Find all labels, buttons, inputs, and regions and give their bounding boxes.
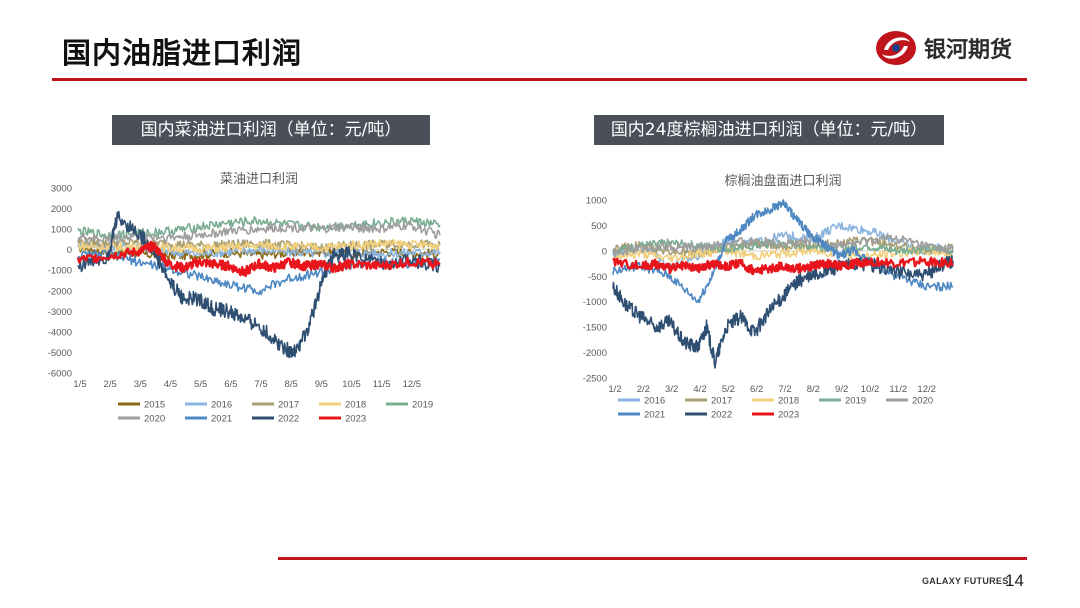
legend-label-2019: 2019 — [845, 396, 866, 407]
legend-label-2017: 2017 — [711, 396, 732, 407]
y-tick-label: 1000 — [51, 225, 72, 236]
legend-label-2023: 2023 — [778, 410, 799, 421]
y-tick-label: 0 — [602, 246, 607, 257]
y-tick-label: -1000 — [48, 266, 72, 277]
x-tick-label: 3/2 — [665, 384, 678, 395]
chart-title: 棕榈油盘面进口利润 — [724, 173, 841, 188]
y-tick-label: -1500 — [583, 323, 607, 334]
y-tick-label: 1000 — [586, 196, 607, 207]
series-line-2023 — [76, 240, 441, 278]
x-tick-label: 9/2 — [835, 384, 848, 395]
x-tick-label: 6/2 — [750, 384, 763, 395]
x-tick-label: 11/5 — [373, 379, 391, 390]
series-line-2019 — [77, 216, 441, 240]
page-number: 14 — [1005, 571, 1024, 590]
y-tick-label: -6000 — [48, 369, 72, 380]
x-tick-label: 8/2 — [807, 384, 820, 395]
y-tick-label: 3000 — [51, 184, 72, 195]
header-divider — [52, 78, 1027, 81]
y-tick-label: -500 — [588, 272, 607, 283]
legend-label-2022: 2022 — [711, 410, 732, 421]
x-tick-label: 4/2 — [693, 384, 706, 395]
left-chart-label: 国内菜油进口利润（单位：元/吨） — [112, 115, 430, 145]
legend-label-2023: 2023 — [345, 414, 366, 425]
y-tick-label: -4000 — [48, 327, 72, 338]
series-line-2020 — [612, 233, 954, 258]
series-line-2022 — [612, 254, 954, 369]
x-tick-label: 12/2 — [917, 384, 936, 395]
right-chart-label: 国内24度棕榈油进口利润（单位：元/吨） — [594, 115, 944, 145]
y-tick-label: 500 — [591, 221, 607, 232]
footer-divider — [278, 557, 1027, 560]
x-tick-label: 1/2 — [608, 384, 621, 395]
chart-title: 菜油进口利润 — [220, 171, 298, 186]
y-tick-label: 2000 — [51, 204, 72, 215]
x-tick-label: 2/5 — [104, 379, 117, 390]
logo-text: 银河期货 — [924, 38, 1013, 63]
y-tick-label: -2000 — [583, 348, 607, 359]
legend-label-2018: 2018 — [345, 400, 366, 411]
footer-brand: GALAXY FUTURES — [922, 576, 1009, 586]
palm-oil-profit-chart: 棕榈油盘面进口利润 1000 500 0 -500 -1000 -1500 -2000 -250… — [583, 173, 954, 421]
y-tick-label: -2500 — [583, 374, 607, 385]
legend-label-2016: 2016 — [644, 396, 665, 407]
series-line-2023 — [612, 256, 954, 276]
legend-label-2015: 2015 — [144, 400, 165, 411]
legend-label-2017: 2017 — [278, 400, 299, 411]
x-tick-label: 6/5 — [224, 379, 237, 390]
y-tick-label: 0 — [67, 245, 72, 256]
legend-label-2020: 2020 — [144, 414, 165, 425]
page-title: 国内油脂进口利润 — [62, 36, 303, 70]
y-tick-label: -1000 — [583, 297, 607, 308]
legend-label-2016: 2016 — [211, 400, 232, 411]
x-tick-label: 10/2 — [861, 384, 880, 395]
x-tick-label: 5/2 — [722, 384, 735, 395]
x-tick-label: 8/5 — [285, 379, 298, 390]
x-tick-label: 4/5 — [164, 379, 177, 390]
legend-label-2018: 2018 — [778, 396, 799, 407]
legend-label-2022: 2022 — [278, 414, 299, 425]
legend-label-2019: 2019 — [412, 400, 433, 411]
legend-label-2021: 2021 — [644, 410, 665, 421]
x-tick-label: 10/5 — [342, 379, 361, 390]
x-tick-label: 12/5 — [403, 379, 422, 390]
rapeseed-oil-profit-chart: 菜油进口利润 3000 2000 1000 0 -1000 -2000 -3000 -4000 -… — [48, 171, 441, 425]
y-tick-label: -3000 — [48, 307, 72, 318]
logo: 银河期货 — [874, 26, 1034, 70]
galaxy-logo-icon — [876, 31, 916, 65]
y-tick-label: -5000 — [48, 348, 72, 359]
legend-label-2020: 2020 — [912, 396, 933, 407]
x-tick-label: 9/5 — [315, 379, 328, 390]
x-tick-label: 3/5 — [134, 379, 147, 390]
legend-label-2021: 2021 — [211, 414, 232, 425]
x-tick-label: 11/2 — [889, 384, 907, 395]
y-tick-label: -2000 — [48, 286, 72, 297]
x-tick-label: 1/5 — [73, 379, 86, 390]
x-tick-label: 2/2 — [637, 384, 650, 395]
x-tick-label: 7/5 — [254, 379, 267, 390]
x-tick-label: 7/2 — [778, 384, 791, 395]
series-line-2018 — [77, 238, 441, 254]
x-tick-label: 5/5 — [194, 379, 207, 390]
